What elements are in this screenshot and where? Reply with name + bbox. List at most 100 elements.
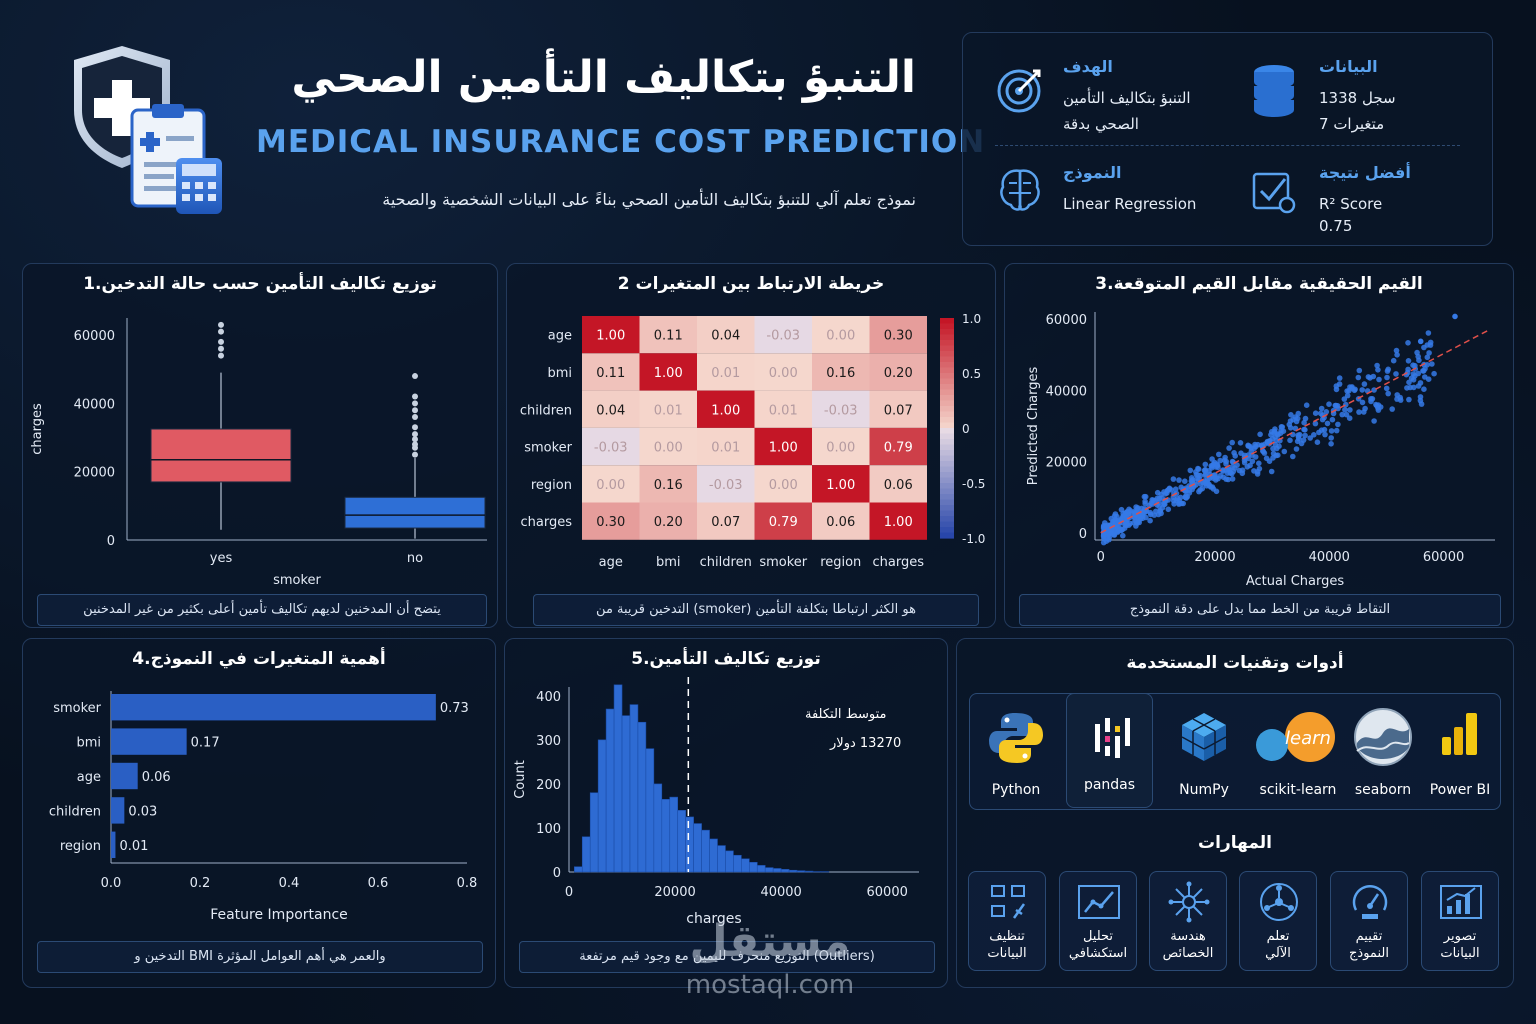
scatter-point — [1187, 467, 1194, 474]
data-label: البيانات — [1319, 57, 1378, 76]
best-result-label: أفضل نتيجة — [1319, 163, 1411, 182]
x-tick-label: 60000 — [867, 885, 908, 900]
scatter-point — [1405, 340, 1411, 346]
heatmap-value: -0.03 — [824, 403, 858, 418]
scatter-point — [1290, 453, 1296, 460]
colorbar-segment — [940, 384, 954, 391]
importance-category-label: smoker — [53, 701, 101, 716]
scatter-point — [1410, 371, 1417, 377]
scatter-point — [1296, 431, 1303, 438]
heatmap-row-label: bmi — [547, 366, 572, 381]
scatter-point — [1189, 486, 1195, 493]
scatter-point — [1425, 330, 1432, 336]
colorbar-segment — [940, 323, 954, 330]
scatter-title: 3.القيم الحقيقية مقابل القيم المتوقعة — [1095, 274, 1423, 294]
heatmap-value: 0.00 — [769, 478, 798, 493]
mean-cost-value: 13270 دولار — [830, 736, 902, 751]
heatmap-value: 1.00 — [884, 515, 913, 530]
importance-category-label: age — [77, 770, 101, 785]
y-tick-label: 20000 — [74, 466, 115, 481]
scatter-point — [1112, 511, 1119, 517]
heatmap-value: 0.20 — [884, 366, 913, 381]
scatter-point — [1102, 520, 1108, 526]
scatter-point — [1420, 368, 1427, 374]
tool-label: Power BI — [1429, 782, 1491, 798]
box-iqr-yes — [150, 428, 292, 483]
scatter-point — [1237, 440, 1244, 446]
scatter-point — [1293, 446, 1300, 452]
skill-eda: تحليل استكشافي — [1059, 871, 1137, 971]
colorbar-segment — [940, 345, 954, 352]
importance-bar-age — [111, 762, 138, 790]
box-outlier — [412, 431, 418, 438]
colorbar-segment — [940, 521, 954, 528]
box-outlier — [412, 451, 418, 458]
histogram-bar — [661, 799, 671, 873]
scatter-point — [1383, 385, 1390, 392]
x-axis-label: charges — [686, 911, 741, 927]
scatter-point — [1328, 435, 1334, 441]
skills-title: المهارات — [1198, 833, 1272, 853]
colorbar-tick-label: -1.0 — [962, 532, 985, 546]
scatter-point — [1232, 465, 1238, 471]
scatter-point — [1311, 432, 1317, 438]
goal-value-1: التنبؤ بتكاليف التأمين — [1063, 89, 1191, 107]
colorbar-segment — [940, 532, 954, 539]
heatmap-cell — [869, 390, 927, 428]
scatter-point — [1264, 438, 1271, 445]
data-value-1: 1338 سجل — [1319, 89, 1396, 107]
colorbar-segment — [940, 340, 954, 347]
scatter-point — [1328, 441, 1334, 447]
colorbar-segment — [940, 439, 954, 446]
y-tick-label: 100 — [536, 822, 561, 837]
heatmap-value: -0.03 — [766, 329, 800, 344]
histogram-bar — [764, 867, 774, 873]
colorbar-segment — [940, 351, 954, 358]
histogram-title: 5.توزيع تكاليف التأمين — [631, 649, 821, 669]
scatter-point — [1288, 412, 1294, 418]
colorbar-segment — [940, 400, 954, 407]
colorbar-tick-label: 0 — [962, 422, 970, 436]
heatmap-value: 1.00 — [769, 441, 798, 456]
heatmap-cell — [582, 316, 640, 354]
heatmap-cell — [812, 353, 870, 391]
data-cleaning-icon — [991, 885, 1026, 919]
heatmap-cell — [639, 465, 697, 503]
scatter-point — [1118, 506, 1125, 513]
heatmap-cell — [697, 427, 755, 466]
scatter-point — [1209, 463, 1215, 469]
box-outlier — [412, 441, 418, 448]
scatter-point — [1110, 518, 1117, 525]
heatmap-cell — [869, 353, 927, 391]
colorbar-segment — [940, 472, 954, 479]
colorbar-segment — [940, 505, 954, 512]
heatmap-value: 0.01 — [654, 403, 683, 418]
heatmap-cell — [754, 465, 812, 503]
colorbar-segment — [940, 433, 954, 440]
histogram-bar — [717, 845, 726, 873]
tool-numpy: NumPy — [1160, 693, 1248, 808]
heatmap-cell — [582, 390, 640, 428]
heatmap-col-label: charges — [873, 555, 925, 570]
scatter-point — [1336, 375, 1343, 381]
colorbar-segment — [940, 477, 954, 484]
scatter-point — [1416, 357, 1422, 364]
scatter-chart: 0 20000 40000 60000 0 20000 40000 60000 Actual C… — [1026, 312, 1495, 589]
heatmap-value: 0.07 — [884, 403, 913, 418]
scatter-point — [1193, 469, 1199, 475]
scatter-point — [1247, 462, 1253, 469]
importance-bar-bmi — [111, 728, 187, 755]
skill-model-evaluation: تقييم النموذج — [1330, 871, 1408, 971]
scatter-point — [1417, 338, 1424, 345]
heatmap-col-label: smoker — [759, 555, 807, 570]
histogram-bar — [637, 721, 647, 873]
mean-cost-label: متوسط التكلفة — [805, 707, 887, 722]
tool-label: seaborn — [1354, 782, 1412, 798]
heatmap-value: 0.79 — [769, 515, 798, 530]
y-tick-label: 0 — [107, 534, 115, 549]
scatter-point — [1317, 410, 1324, 417]
scatter-point — [1188, 478, 1195, 484]
y-tick-label: 20000 — [1046, 456, 1087, 471]
page-description: نموذج تعلم آلي للتنبؤ بتكاليف التأمين ال… — [382, 190, 916, 209]
colorbar-segment — [940, 356, 954, 363]
